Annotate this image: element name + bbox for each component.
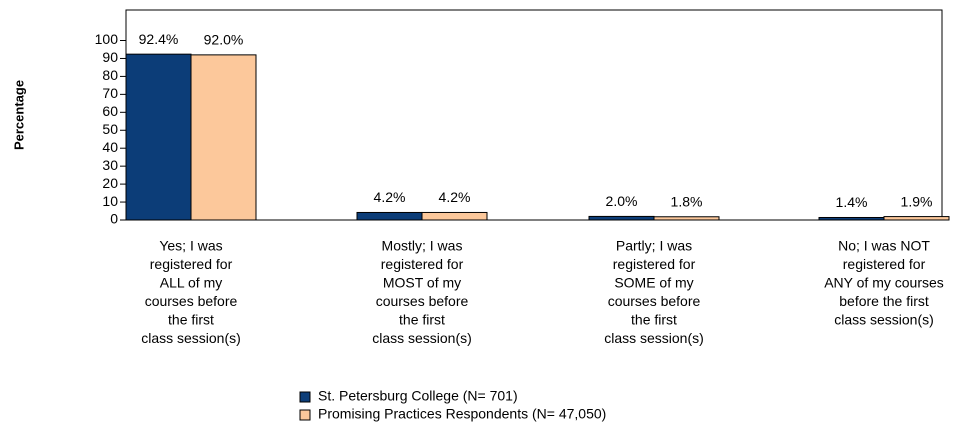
x-tick-label: before the first — [839, 293, 929, 309]
y-axis-label: Percentage — [11, 80, 26, 150]
x-tick-label: MOST of my — [383, 275, 461, 291]
y-tick-label: 30 — [102, 157, 118, 173]
y-tick-label: 0 — [110, 211, 118, 227]
y-tick-label: 50 — [102, 121, 118, 137]
x-tick-label: ALL of my — [160, 275, 223, 291]
bar — [818, 216, 885, 221]
x-tick-label: Mostly; I was — [382, 238, 463, 254]
value-label: 92.4% — [139, 31, 179, 47]
x-tick-label: registered for — [843, 256, 926, 272]
x-tick-label: SOME of my — [614, 275, 693, 291]
bar — [653, 216, 720, 221]
value-label: 1.8% — [671, 193, 703, 209]
value-label: 2.0% — [606, 193, 638, 209]
bar — [883, 216, 950, 221]
x-tick-label: registered for — [613, 256, 696, 272]
x-tick-label: class session(s) — [141, 330, 241, 346]
x-tick-label: the first — [168, 312, 214, 328]
bar — [190, 54, 257, 221]
x-tick-label: class session(s) — [834, 312, 934, 328]
x-tick-label: the first — [399, 312, 445, 328]
value-label: 4.2% — [374, 189, 406, 205]
y-tick-label: 100 — [95, 31, 119, 47]
x-tick-label: class session(s) — [372, 330, 472, 346]
legend-swatch — [299, 391, 311, 403]
y-tick-label: 60 — [102, 103, 118, 119]
y-tick-label: 20 — [102, 175, 118, 191]
value-label: 4.2% — [439, 189, 471, 205]
value-label: 92.0% — [204, 32, 244, 48]
value-label: 1.4% — [836, 194, 868, 210]
x-tick-label: courses before — [376, 293, 469, 309]
y-tick-label: 80 — [102, 67, 118, 83]
x-tick-label: courses before — [608, 293, 701, 309]
x-tick-label: courses before — [145, 293, 238, 309]
legend-label: Promising Practices Respondents (N= 47,0… — [318, 406, 606, 422]
x-tick-label: class session(s) — [604, 330, 704, 346]
bar — [588, 215, 655, 221]
x-tick-label: Partly; I was — [616, 238, 692, 254]
bar — [421, 211, 488, 221]
value-label: 1.9% — [901, 193, 933, 209]
x-tick-label: Yes; I was — [159, 238, 222, 254]
x-tick-label: ANY of my courses — [824, 275, 944, 291]
y-tick-label: 40 — [102, 139, 118, 155]
y-tick-label: 70 — [102, 85, 118, 101]
x-tick-label: the first — [631, 312, 677, 328]
x-tick-label: registered for — [150, 256, 233, 272]
bar — [356, 211, 423, 221]
y-tick-label: 10 — [102, 193, 118, 209]
legend-label: St. Petersburg College (N= 701) — [318, 388, 518, 404]
y-tick-label: 90 — [102, 49, 118, 65]
bar — [125, 53, 192, 221]
legend-swatch — [299, 409, 311, 421]
x-tick-label: No; I was NOT — [838, 238, 930, 254]
x-tick-label: registered for — [381, 256, 464, 272]
